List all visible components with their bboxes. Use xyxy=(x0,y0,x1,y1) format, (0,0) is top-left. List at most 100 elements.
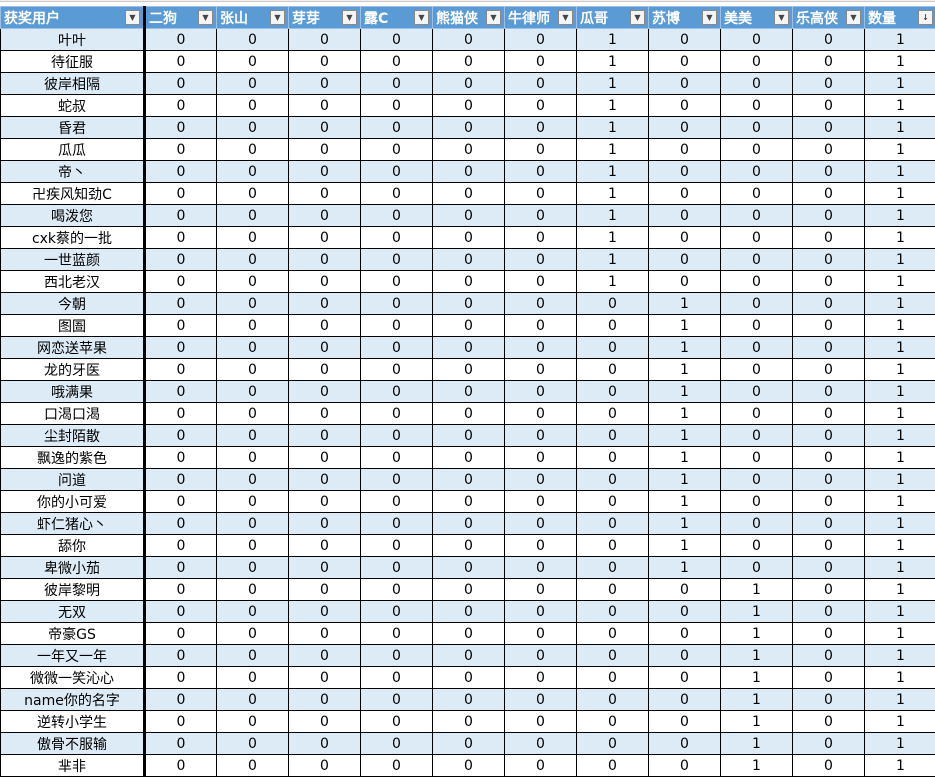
column-letter[interactable]: H xyxy=(180,0,187,1)
value-cell[interactable]: 0 xyxy=(576,468,649,491)
value-cell[interactable]: 0 xyxy=(216,292,289,315)
value-cell[interactable]: 1 xyxy=(648,314,721,337)
value-cell[interactable]: 0 xyxy=(216,402,289,425)
value-cell[interactable]: 0 xyxy=(648,732,721,755)
value-cell[interactable]: 0 xyxy=(504,446,577,469)
filter-dropdown-icon[interactable]: ▼ xyxy=(774,10,789,25)
value-cell[interactable]: 0 xyxy=(360,270,433,293)
value-cell[interactable]: 0 xyxy=(504,72,577,95)
value-cell[interactable]: 0 xyxy=(432,424,505,447)
value-cell[interactable]: 0 xyxy=(720,182,793,205)
value-cell[interactable]: 1 xyxy=(720,622,793,645)
value-cell[interactable]: 0 xyxy=(576,446,649,469)
value-cell[interactable]: 0 xyxy=(144,50,217,73)
value-cell[interactable]: 0 xyxy=(144,578,217,601)
value-cell[interactable]: 0 xyxy=(504,292,577,315)
value-cell[interactable]: 0 xyxy=(648,116,721,139)
value-cell[interactable]: 0 xyxy=(360,578,433,601)
value-cell[interactable]: 0 xyxy=(144,666,217,689)
value-cell[interactable]: 0 xyxy=(504,402,577,425)
value-cell[interactable]: 0 xyxy=(288,644,361,667)
value-cell[interactable]: 0 xyxy=(216,688,289,711)
value-cell[interactable]: 0 xyxy=(288,710,361,733)
value-cell[interactable]: 1 xyxy=(576,182,649,205)
value-cell[interactable]: 0 xyxy=(144,688,217,711)
column-letter[interactable]: K xyxy=(394,0,400,1)
value-cell[interactable]: 0 xyxy=(432,402,505,425)
value-cell[interactable]: 1 xyxy=(864,402,935,425)
value-cell[interactable]: 0 xyxy=(792,578,865,601)
value-cell[interactable]: 1 xyxy=(864,578,935,601)
value-cell[interactable]: 0 xyxy=(720,490,793,513)
value-cell[interactable]: 0 xyxy=(504,358,577,381)
value-cell[interactable]: 1 xyxy=(864,644,935,667)
value-cell[interactable]: 1 xyxy=(864,226,935,249)
value-cell[interactable]: 0 xyxy=(720,424,793,447)
value-cell[interactable]: 0 xyxy=(360,94,433,117)
value-cell[interactable]: 1 xyxy=(576,116,649,139)
value-cell[interactable]: 0 xyxy=(144,534,217,557)
value-cell[interactable]: 0 xyxy=(288,534,361,557)
value-cell[interactable]: 0 xyxy=(504,534,577,557)
value-cell[interactable]: 0 xyxy=(360,116,433,139)
value-cell[interactable]: 0 xyxy=(216,50,289,73)
value-cell[interactable]: 0 xyxy=(720,270,793,293)
value-cell[interactable]: 1 xyxy=(864,446,935,469)
value-cell[interactable]: 0 xyxy=(432,600,505,623)
value-cell[interactable]: 0 xyxy=(360,160,433,183)
value-cell[interactable]: 1 xyxy=(720,732,793,755)
value-cell[interactable]: 0 xyxy=(576,358,649,381)
value-cell[interactable]: 1 xyxy=(864,710,935,733)
value-cell[interactable]: 0 xyxy=(576,380,649,403)
value-cell[interactable]: 1 xyxy=(864,468,935,491)
value-cell[interactable]: 0 xyxy=(792,138,865,161)
value-cell[interactable]: 1 xyxy=(864,28,935,51)
value-cell[interactable]: 0 xyxy=(288,94,361,117)
value-cell[interactable]: 1 xyxy=(864,160,935,183)
value-cell[interactable]: 0 xyxy=(720,138,793,161)
column-letter[interactable]: R xyxy=(898,0,904,1)
value-cell[interactable]: 0 xyxy=(360,732,433,755)
value-cell[interactable]: 0 xyxy=(360,754,433,777)
value-cell[interactable]: 1 xyxy=(576,160,649,183)
value-cell[interactable]: 0 xyxy=(648,50,721,73)
user-name-cell[interactable]: 待征服 xyxy=(0,50,146,73)
value-cell[interactable]: 1 xyxy=(864,138,935,161)
value-cell[interactable]: 0 xyxy=(216,160,289,183)
value-cell[interactable]: 0 xyxy=(432,732,505,755)
value-cell[interactable]: 0 xyxy=(720,28,793,51)
value-cell[interactable]: 0 xyxy=(216,72,289,95)
value-cell[interactable]: 0 xyxy=(360,226,433,249)
value-cell[interactable]: 1 xyxy=(864,380,935,403)
value-cell[interactable]: 0 xyxy=(432,578,505,601)
value-cell[interactable]: 1 xyxy=(864,116,935,139)
value-cell[interactable]: 0 xyxy=(360,644,433,667)
value-cell[interactable]: 0 xyxy=(432,380,505,403)
value-cell[interactable]: 0 xyxy=(288,512,361,535)
value-cell[interactable]: 0 xyxy=(792,336,865,359)
value-cell[interactable]: 0 xyxy=(504,666,577,689)
value-cell[interactable]: 1 xyxy=(864,314,935,337)
value-cell[interactable]: 0 xyxy=(216,116,289,139)
value-cell[interactable]: 0 xyxy=(432,336,505,359)
value-cell[interactable]: 1 xyxy=(576,226,649,249)
value-cell[interactable]: 0 xyxy=(144,732,217,755)
value-cell[interactable]: 0 xyxy=(360,490,433,513)
value-cell[interactable]: 0 xyxy=(288,490,361,513)
user-name-cell[interactable]: name你的名字 xyxy=(0,688,146,711)
value-cell[interactable]: 0 xyxy=(792,468,865,491)
value-cell[interactable]: 0 xyxy=(216,578,289,601)
value-cell[interactable]: 0 xyxy=(216,336,289,359)
value-cell[interactable]: 1 xyxy=(864,248,935,271)
value-cell[interactable]: 0 xyxy=(504,248,577,271)
value-cell[interactable]: 0 xyxy=(504,270,577,293)
user-name-cell[interactable]: 瓜瓜 xyxy=(0,138,146,161)
value-cell[interactable]: 0 xyxy=(216,226,289,249)
value-cell[interactable]: 1 xyxy=(648,534,721,557)
value-cell[interactable]: 0 xyxy=(216,534,289,557)
value-cell[interactable]: 0 xyxy=(576,402,649,425)
value-cell[interactable]: 0 xyxy=(432,226,505,249)
value-cell[interactable]: 1 xyxy=(720,578,793,601)
value-cell[interactable]: 0 xyxy=(144,512,217,535)
value-cell[interactable]: 0 xyxy=(792,204,865,227)
